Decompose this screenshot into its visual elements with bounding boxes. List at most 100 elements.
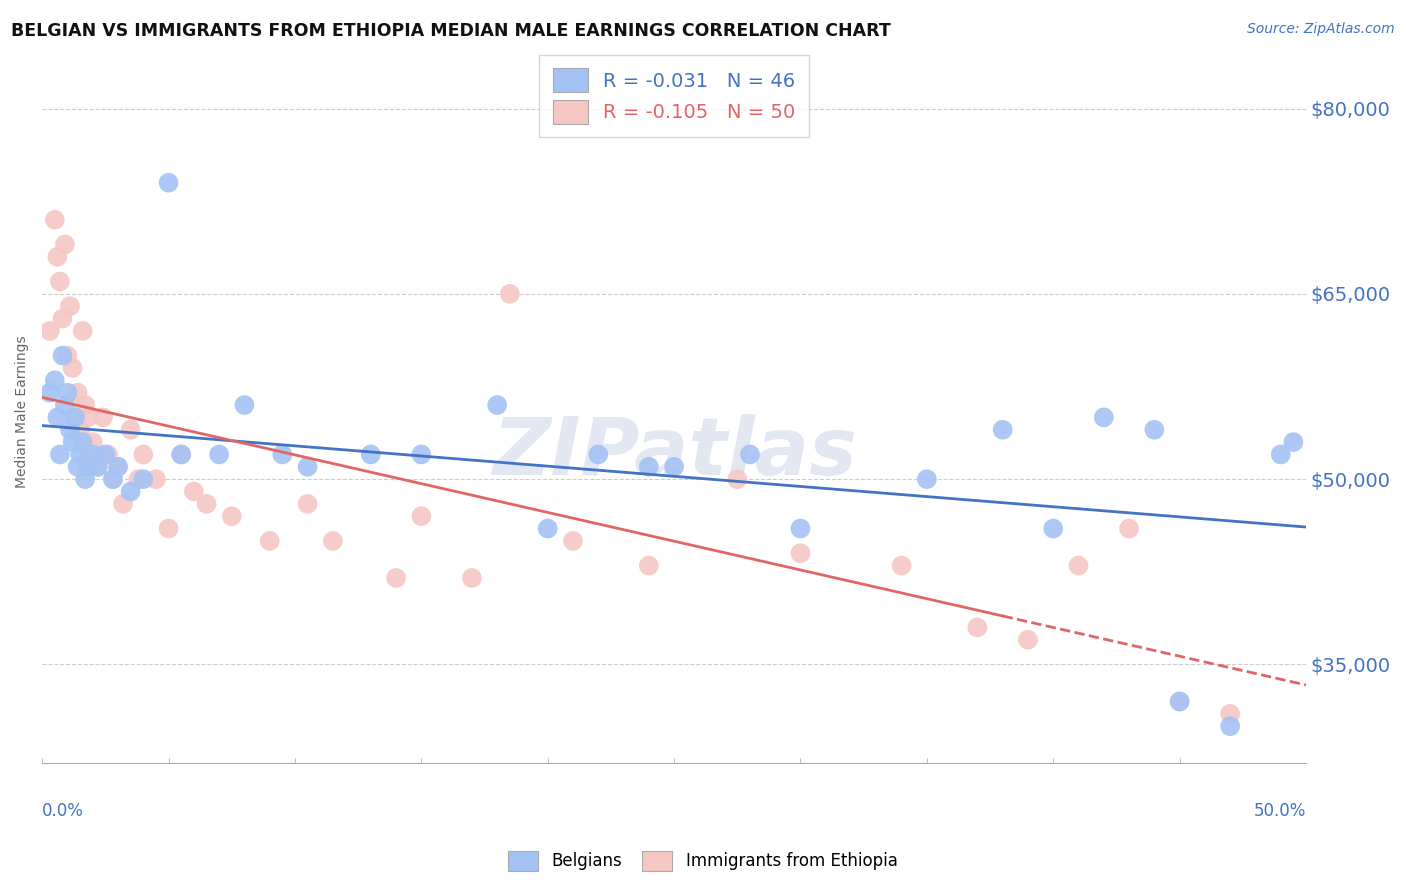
Point <box>411 509 433 524</box>
Point <box>1092 410 1115 425</box>
Point <box>69 447 91 461</box>
Point <box>62 361 84 376</box>
Point <box>46 250 69 264</box>
Text: 0.0%: 0.0% <box>42 802 84 820</box>
Point <box>461 571 484 585</box>
Point <box>183 484 205 499</box>
Point <box>79 447 101 461</box>
Point <box>966 620 988 634</box>
Point <box>991 423 1014 437</box>
Point <box>562 533 585 548</box>
Point <box>56 385 79 400</box>
Point <box>208 447 231 461</box>
Legend: R = -0.031   N = 46, R = -0.105   N = 50: R = -0.031 N = 46, R = -0.105 N = 50 <box>538 54 808 137</box>
Y-axis label: Median Male Earnings: Median Male Earnings <box>15 334 30 488</box>
Point <box>132 472 155 486</box>
Point <box>56 349 79 363</box>
Point <box>195 497 218 511</box>
Point <box>360 447 382 461</box>
Point <box>637 459 659 474</box>
Point <box>46 410 69 425</box>
Point <box>588 447 610 461</box>
Point <box>132 447 155 461</box>
Point <box>322 533 344 548</box>
Point <box>49 275 72 289</box>
Point <box>1168 694 1191 708</box>
Point <box>72 435 94 450</box>
Point <box>1270 447 1292 461</box>
Point <box>1219 719 1241 733</box>
Point <box>662 459 685 474</box>
Point <box>76 410 98 425</box>
Text: 50.0%: 50.0% <box>1254 802 1306 820</box>
Point <box>75 472 97 486</box>
Point <box>271 447 294 461</box>
Point <box>637 558 659 573</box>
Point <box>53 237 76 252</box>
Point <box>82 435 104 450</box>
Point <box>63 410 86 425</box>
Point <box>157 176 180 190</box>
Point <box>486 398 509 412</box>
Point <box>411 447 433 461</box>
Point <box>59 423 82 437</box>
Point <box>44 373 66 387</box>
Legend: Belgians, Immigrants from Ethiopia: Belgians, Immigrants from Ethiopia <box>501 842 905 880</box>
Point <box>63 410 86 425</box>
Point <box>537 522 560 536</box>
Point <box>297 497 319 511</box>
Point <box>38 324 60 338</box>
Point <box>53 398 76 412</box>
Point <box>91 410 114 425</box>
Text: ZIPatlas: ZIPatlas <box>492 415 856 492</box>
Point <box>51 311 73 326</box>
Point <box>120 423 142 437</box>
Point <box>97 447 120 461</box>
Point <box>127 472 149 486</box>
Text: Source: ZipAtlas.com: Source: ZipAtlas.com <box>1247 22 1395 37</box>
Point <box>170 447 193 461</box>
Point <box>112 497 135 511</box>
Point <box>38 385 60 400</box>
Point <box>76 459 98 474</box>
Point <box>62 435 84 450</box>
Point <box>107 459 129 474</box>
Text: BELGIAN VS IMMIGRANTS FROM ETHIOPIA MEDIAN MALE EARNINGS CORRELATION CHART: BELGIAN VS IMMIGRANTS FROM ETHIOPIA MEDI… <box>11 22 891 40</box>
Point <box>738 447 761 461</box>
Point <box>107 459 129 474</box>
Point <box>499 286 522 301</box>
Point <box>725 472 748 486</box>
Point <box>145 472 167 486</box>
Point <box>915 472 938 486</box>
Point <box>94 447 117 461</box>
Point <box>221 509 243 524</box>
Point <box>789 546 811 560</box>
Point <box>69 423 91 437</box>
Point <box>44 212 66 227</box>
Point <box>1118 522 1140 536</box>
Point <box>101 472 124 486</box>
Point <box>233 398 256 412</box>
Point <box>890 558 912 573</box>
Point <box>297 459 319 474</box>
Point <box>1017 632 1039 647</box>
Point <box>789 522 811 536</box>
Point <box>87 459 110 474</box>
Point <box>66 459 89 474</box>
Point <box>1282 435 1305 450</box>
Point <box>157 522 180 536</box>
Point <box>49 447 72 461</box>
Point <box>87 459 110 474</box>
Point <box>1067 558 1090 573</box>
Point <box>82 447 104 461</box>
Point <box>385 571 408 585</box>
Point <box>51 349 73 363</box>
Point <box>120 484 142 499</box>
Point <box>66 385 89 400</box>
Point <box>1143 423 1166 437</box>
Point <box>1042 522 1064 536</box>
Point <box>1168 694 1191 708</box>
Point <box>59 299 82 313</box>
Point <box>259 533 281 548</box>
Point <box>170 447 193 461</box>
